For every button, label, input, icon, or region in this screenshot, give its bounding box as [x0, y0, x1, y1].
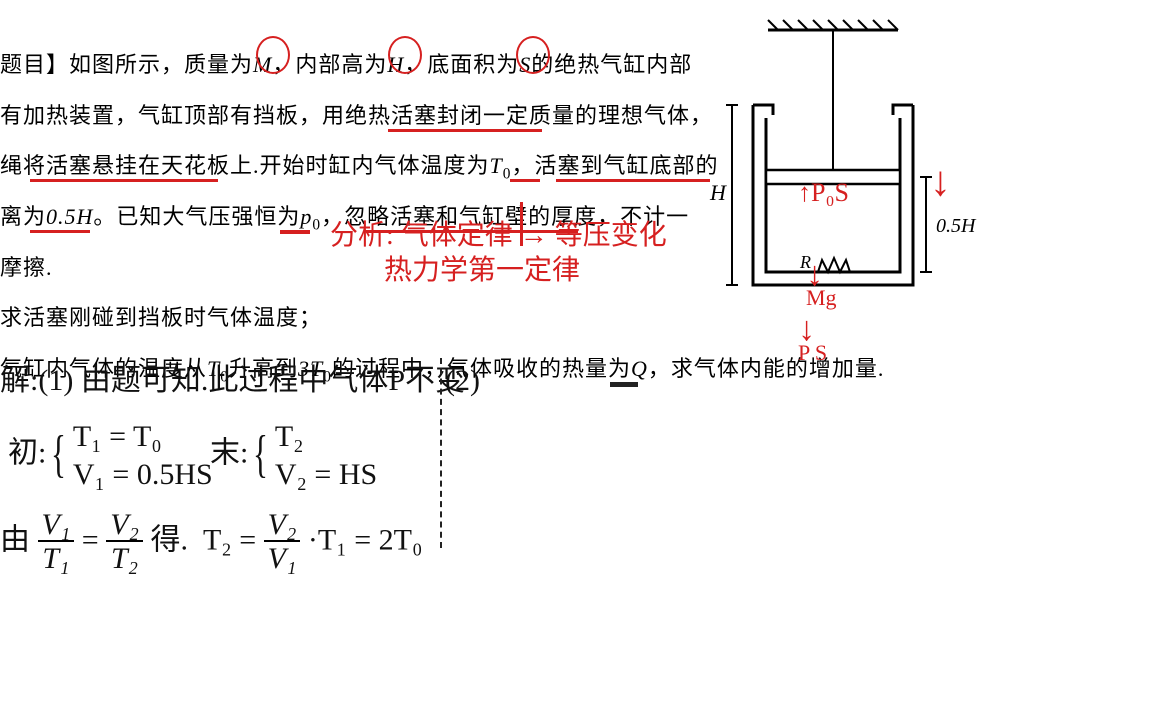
- txt: 离为: [0, 204, 46, 229]
- V1eq: V₁ = 0.5HS: [73, 456, 213, 494]
- ul-ceiling: [30, 179, 218, 182]
- txt: 有加热装置，气缸顶部有挡板，用绝热活塞封闭一定质量的理想气体，: [0, 103, 713, 128]
- sol-eqline: 由 V₁T₁ = V₂T₂ 得. T₂ = V₂V₁ ·T₁ = 2T₀: [0, 510, 422, 575]
- ul-05H: [30, 230, 90, 233]
- sub0-p: 0: [312, 216, 321, 233]
- txt: ，内部高为: [272, 52, 387, 77]
- var-S: S: [519, 52, 531, 77]
- ul-piston-bottom: [556, 179, 710, 182]
- get: 得.: [150, 523, 188, 556]
- f2d: T₂: [106, 542, 143, 575]
- H-label: H: [709, 180, 727, 205]
- eq1: =: [82, 523, 99, 556]
- txt: 摩擦.: [0, 255, 53, 280]
- red-down-arrow: ↓: [930, 158, 951, 206]
- analysis-l1: 分析: 气体定律 → 等压变化: [330, 218, 667, 253]
- ul-Q: [610, 382, 638, 387]
- ul-T0: [510, 179, 540, 182]
- txt: 。已知大气压强恒为: [93, 204, 300, 229]
- var-Q: Q: [631, 356, 648, 381]
- txt: 绳将活塞悬挂在天花板上.开始时缸内气体温度为: [0, 153, 490, 178]
- q1: 求活塞刚碰到挡板时气体温度；: [0, 305, 322, 330]
- txt: ，求气体内能的增加量.: [648, 356, 885, 381]
- txt: ，底面积为: [404, 52, 519, 77]
- halfH-label: 0.5H: [936, 215, 977, 237]
- T2eqa: T₂ =: [203, 523, 256, 556]
- f3d: V₁: [264, 542, 301, 575]
- T2eqb: ·T₁ = 2T₀: [308, 523, 422, 556]
- final-lbl: 末:: [210, 436, 248, 469]
- T2: T₂: [275, 418, 377, 456]
- f3n: V₂: [264, 510, 301, 542]
- red-tick: [520, 202, 523, 246]
- PS-label: P S: [798, 340, 827, 365]
- var-halfH: 0.5H: [46, 204, 93, 229]
- txt: 题目】如图所示，质量为: [0, 52, 253, 77]
- sol-initial: 初:{ T₁ = T₀ V₁ = 0.5HS: [8, 418, 213, 493]
- sol-final: 末:{ T₂ V₂ = HS: [210, 418, 377, 493]
- analysis-l2: 热力学第一定律: [384, 253, 667, 288]
- by: 由: [0, 523, 30, 556]
- var-M: M: [253, 52, 272, 77]
- var-p0: p: [300, 204, 312, 229]
- f1n: V₁: [38, 510, 75, 542]
- Mg-label: Mg: [806, 285, 837, 310]
- V2eq: V₂ = HS: [275, 456, 377, 494]
- ul-piston-seal: [388, 129, 542, 132]
- red-analysis: 分析: 气体定律 → 等压变化 热力学第一定律: [330, 218, 667, 288]
- force-PS: ↓P S: [798, 320, 827, 366]
- f1d: T₁: [38, 542, 75, 575]
- txt: 的绝热气缸内部: [531, 52, 692, 77]
- sol-header: 解:(1) 由题可知.此过程中气体P不变: [0, 360, 465, 402]
- vertical-divider: [440, 358, 442, 548]
- force-Mg: ↓Mg: [806, 265, 837, 311]
- force-P0S: ↑P₀S: [798, 178, 849, 208]
- f2n: V₂: [106, 510, 143, 542]
- init-lbl: 初:: [8, 436, 46, 469]
- T1eq: T₁ = T₀: [73, 418, 213, 456]
- ul-p0: [280, 230, 310, 234]
- var-T0: T: [490, 153, 503, 178]
- txt: ，活塞到气缸底部的: [511, 153, 718, 178]
- var-H: H: [387, 52, 404, 77]
- sol-part2: (2): [445, 360, 480, 402]
